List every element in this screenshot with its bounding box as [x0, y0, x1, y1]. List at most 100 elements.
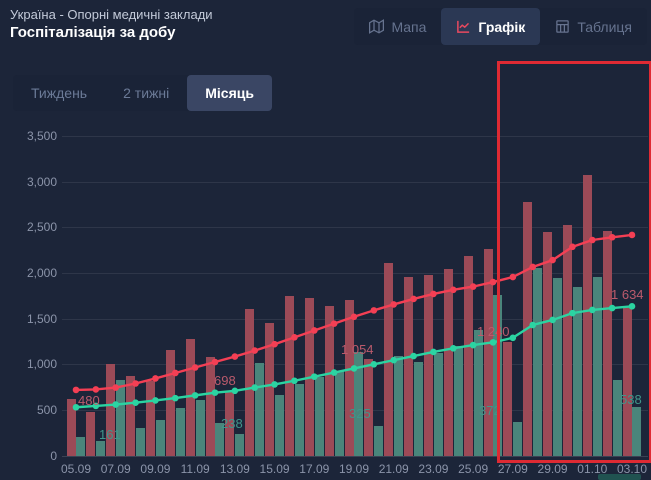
teal-bar[interactable]: [354, 351, 364, 456]
teal-bar[interactable]: [453, 346, 463, 456]
teal-bar[interactable]: [612, 379, 622, 456]
red-bar[interactable]: [245, 309, 255, 456]
red-trend-line-point[interactable]: [231, 353, 239, 360]
data-label: 325: [349, 406, 371, 421]
y-axis-tick-label: 1,500: [26, 311, 57, 326]
tab-two-weeks[interactable]: 2 тижні: [105, 75, 187, 111]
table-view-label: Таблиця: [577, 18, 632, 35]
teal-bar[interactable]: [314, 377, 324, 456]
teal-bar[interactable]: [632, 406, 642, 456]
red-bar[interactable]: [225, 391, 235, 456]
teal-bar[interactable]: [433, 353, 443, 456]
teal-bar[interactable]: [413, 361, 423, 456]
teal-bar[interactable]: [235, 433, 245, 456]
red-bar[interactable]: [463, 256, 473, 456]
period-tabs: Тиждень 2 тижні Місяць: [13, 75, 272, 111]
teal-bar[interactable]: [513, 421, 523, 456]
line-chart-icon: [456, 19, 471, 34]
teal-bar[interactable]: [76, 436, 86, 456]
table-icon: [555, 19, 570, 34]
x-axis-tick-label: 13.09: [219, 462, 250, 476]
y-axis-tick-label: 3,500: [26, 128, 57, 143]
teal-bar[interactable]: [215, 422, 225, 456]
red-bar[interactable]: [205, 356, 215, 456]
teal-bar[interactable]: [116, 379, 126, 456]
view-switcher: Мапа Графік Таблиця: [354, 8, 647, 45]
gridline: [62, 227, 648, 229]
teal-bar[interactable]: [334, 370, 344, 456]
red-trend-line-point[interactable]: [92, 386, 100, 393]
y-axis-tick-label: 0: [50, 448, 57, 463]
y-axis-tick-label: 1,000: [26, 357, 57, 372]
red-bar[interactable]: [146, 380, 156, 456]
table-view-button[interactable]: Таблиця: [540, 8, 647, 45]
red-bar[interactable]: [324, 305, 334, 456]
data-label: 1 240: [477, 324, 510, 339]
red-bar[interactable]: [86, 411, 96, 456]
data-label: 698: [214, 373, 236, 388]
teal-bar[interactable]: [274, 395, 284, 456]
red-bar[interactable]: [126, 376, 136, 456]
gridline: [62, 135, 648, 137]
data-label: 480: [78, 393, 100, 408]
page-title: Госпіталізація за добу: [10, 24, 176, 41]
tab-week[interactable]: Тиждень: [13, 75, 105, 111]
red-bar[interactable]: [66, 399, 76, 456]
gridline: [62, 455, 648, 457]
y-axis-tick-label: 2,500: [26, 220, 57, 235]
red-bar[interactable]: [443, 269, 453, 456]
teal-bar[interactable]: [294, 384, 304, 456]
x-axis-tick-label: 17.09: [299, 462, 330, 476]
red-bar[interactable]: [185, 338, 195, 456]
x-axis-tick-label: 01.10: [577, 462, 608, 476]
teal-bar[interactable]: [255, 363, 265, 456]
x-axis-tick-label: 11.09: [180, 462, 210, 476]
map-view-button[interactable]: Мапа: [354, 8, 441, 45]
x-axis-tick-label: 03.10: [616, 462, 647, 476]
teal-bar[interactable]: [96, 440, 106, 456]
red-bar[interactable]: [285, 295, 295, 456]
red-bar[interactable]: [344, 300, 354, 456]
chart-view-label: Графік: [478, 18, 526, 35]
red-trend-line-point[interactable]: [370, 307, 378, 314]
red-bar[interactable]: [384, 262, 394, 456]
teal-bar[interactable]: [195, 399, 205, 456]
data-label: 372: [479, 403, 501, 418]
x-axis-tick-label: 05.09: [60, 462, 92, 476]
data-label: 1 634: [611, 287, 644, 302]
x-axis-tick-label: 23.09: [418, 462, 449, 476]
red-bar[interactable]: [404, 277, 414, 456]
teal-bar[interactable]: [175, 408, 185, 456]
highlight-box: [497, 61, 651, 463]
x-axis-tick-label: 15.09: [259, 462, 290, 476]
x-axis-tick-label: 07.09: [100, 462, 131, 476]
teal-bar[interactable]: [473, 329, 483, 456]
breadcrumb: Україна - Опорні медичні заклади: [10, 7, 213, 22]
data-label: 161: [99, 427, 121, 442]
teal-bar[interactable]: [135, 428, 145, 456]
red-bar[interactable]: [106, 364, 116, 456]
x-axis-tick-label: 09.09: [140, 462, 171, 476]
red-bar[interactable]: [304, 297, 314, 456]
chart-view-button[interactable]: Графік: [441, 8, 541, 45]
teal-artifact: [598, 474, 641, 480]
tab-month[interactable]: Місяць: [187, 75, 272, 111]
teal-bar[interactable]: [155, 420, 165, 456]
data-label: 1 054: [341, 342, 374, 357]
red-bar[interactable]: [483, 249, 493, 456]
teal-bar[interactable]: [394, 356, 404, 456]
x-axis-tick-label: 19.09: [338, 462, 369, 476]
map-icon: [369, 19, 385, 34]
teal-bar[interactable]: [374, 425, 384, 456]
x-axis-tick-label: 25.09: [458, 462, 489, 476]
red-bar[interactable]: [424, 274, 434, 456]
x-axis-tick-label: 21.09: [378, 462, 409, 476]
y-axis-tick-label: 2,000: [26, 265, 57, 280]
red-bar[interactable]: [265, 323, 275, 456]
gridline: [62, 181, 648, 183]
y-axis-tick-label: 3,000: [26, 174, 57, 189]
y-axis-tick-label: 500: [36, 403, 57, 417]
red-bar[interactable]: [165, 349, 175, 456]
x-axis-tick-label: 29.09: [537, 462, 568, 476]
